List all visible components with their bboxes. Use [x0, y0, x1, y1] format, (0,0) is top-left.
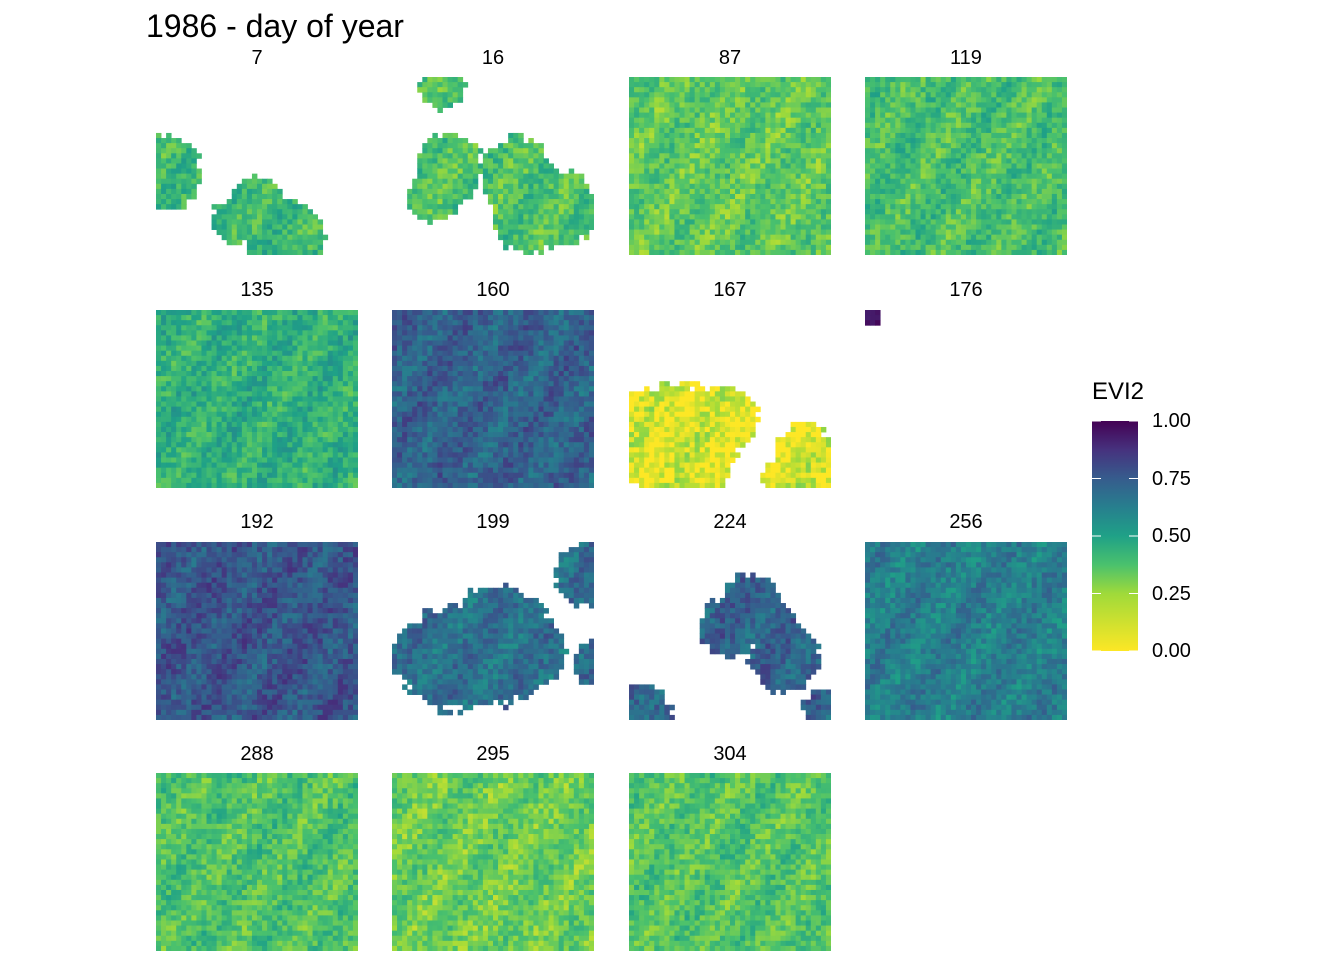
facet-label-119: 119 — [950, 47, 982, 69]
facet-label-192: 192 — [240, 511, 274, 533]
facet-raster-304 — [629, 773, 831, 951]
facet-label-199: 199 — [476, 511, 510, 533]
facet-raster-119 — [865, 77, 1067, 255]
facet-label-7: 7 — [251, 47, 263, 69]
facet-label-16: 16 — [481, 47, 505, 69]
facet-raster-160 — [392, 310, 594, 488]
facet-label-288: 288 — [240, 743, 274, 765]
legend-tick-label: 0.50 — [1152, 525, 1191, 547]
facet-raster-167 — [629, 310, 831, 488]
legend-tick-label: 0.00 — [1152, 640, 1191, 662]
facet-raster-199 — [392, 542, 594, 720]
legend-tick-label: 0.75 — [1152, 467, 1191, 490]
facet-label-135: 135 — [240, 279, 274, 301]
facet-label-87: 87 — [718, 47, 742, 69]
facet-label-167: 167 — [713, 279, 747, 301]
chart-title: 1986 - day of year — [146, 8, 404, 44]
facet-raster-295 — [392, 773, 594, 951]
legend-colorbar — [1092, 421, 1138, 651]
facet-raster-135 — [156, 310, 358, 488]
facet-raster-176 — [865, 310, 1067, 488]
legend-tick-label: 1.00 — [1152, 410, 1191, 432]
facet-raster-256 — [865, 542, 1067, 720]
facet-raster-288 — [156, 773, 358, 951]
facet-label-295: 295 — [476, 743, 510, 765]
legend-tick-label: 0.25 — [1152, 582, 1191, 605]
facet-raster-192 — [156, 542, 358, 720]
facet-label-160: 160 — [476, 279, 510, 301]
facet-raster-224 — [629, 542, 831, 720]
facet-label-224: 224 — [713, 511, 747, 533]
facet-label-304: 304 — [713, 743, 747, 765]
facet-label-256: 256 — [949, 511, 983, 533]
facet-raster-87 — [629, 77, 831, 255]
facet-label-176: 176 — [949, 279, 983, 301]
legend-title: EVI2 — [1092, 378, 1145, 405]
facet-raster-7 — [156, 77, 358, 255]
facet-raster-16 — [392, 77, 594, 255]
